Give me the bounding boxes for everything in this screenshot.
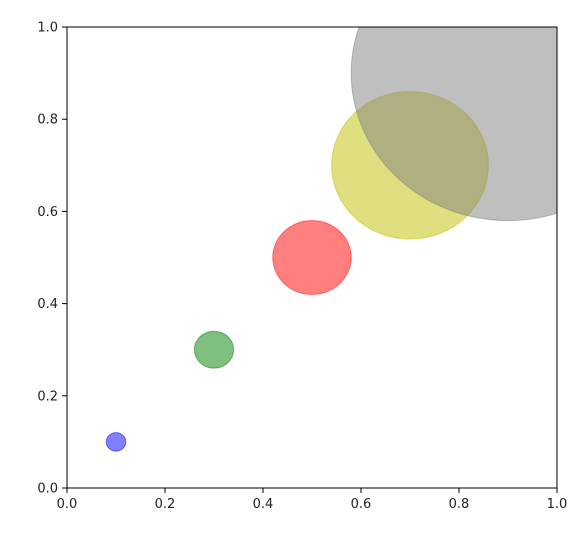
plot-frame [66,26,558,489]
y-tick-label: 0.6 [37,205,58,220]
y-tick-label: 0.4 [37,297,58,312]
data-point-3 [272,220,352,295]
y-tick-label: 1.0 [37,21,58,36]
x-axis: 0.0 0.2 0.4 0.6 0.8 1.0 [57,488,568,512]
x-tick-label: 1.0 [547,497,568,512]
x-tick-label: 0.2 [155,497,176,512]
y-tick-label: 0.0 [37,482,58,497]
y-tick-label: 0.8 [37,113,58,128]
y-axis: 0.0 0.2 0.4 0.6 0.8 1.0 [37,21,67,497]
x-tick-label: 0.0 [57,497,78,512]
data-point-5 [350,27,557,222]
x-tick-label: 0.8 [449,497,470,512]
bubble-layer [105,27,557,452]
x-tick-label: 0.4 [253,497,274,512]
x-tick-label: 0.6 [351,497,372,512]
data-point-1 [105,432,127,452]
data-point-2 [193,330,235,369]
y-tick-label: 0.2 [37,389,58,404]
